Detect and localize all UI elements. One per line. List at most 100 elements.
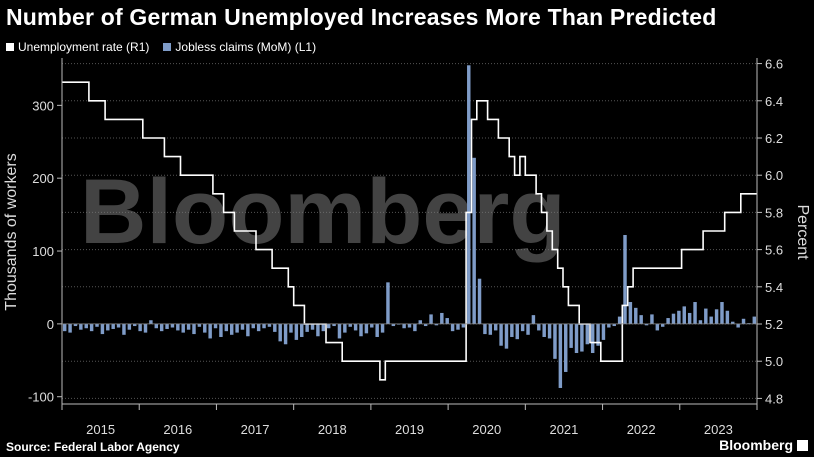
legend-label-jobless-claims: Jobless claims (MoM) (L1)	[175, 40, 317, 54]
bar	[650, 314, 654, 324]
bar	[709, 316, 713, 324]
bar	[165, 323, 169, 329]
bar	[515, 323, 519, 340]
bar	[553, 323, 557, 359]
bar	[445, 318, 449, 324]
bar	[483, 323, 487, 335]
bar	[714, 309, 719, 324]
bar	[467, 65, 471, 324]
bar	[294, 323, 299, 340]
bar	[612, 323, 616, 327]
left-tick-label: 100	[32, 244, 54, 259]
bar	[348, 323, 352, 327]
right-tick-label: 6.2	[765, 131, 783, 146]
bar	[558, 323, 563, 388]
bar	[100, 323, 105, 335]
bar	[617, 316, 622, 324]
bar	[251, 323, 255, 329]
bar	[289, 323, 293, 333]
right-axis-title: Percent	[794, 204, 811, 260]
x-axis-ticks: 2015 2016 2017 2018 2019 2020 2021 2022 2023	[61, 404, 758, 437]
left-axis-title: Thousands of workers	[3, 153, 20, 310]
bar	[310, 323, 315, 330]
bar	[634, 307, 638, 324]
bar	[133, 323, 137, 327]
bar-series-jobless-claims	[62, 65, 757, 388]
left-tick-label: 0	[47, 317, 54, 332]
bar	[413, 323, 417, 332]
right-tick-label: 6.6	[765, 57, 783, 72]
chart-title: Number of German Unemployed Increases Mo…	[6, 4, 717, 30]
bar	[300, 323, 304, 337]
bar	[660, 323, 665, 327]
bar	[423, 323, 428, 327]
bar	[73, 323, 78, 327]
bar	[240, 323, 245, 330]
bar	[520, 323, 525, 332]
left-tick-label: 300	[32, 98, 54, 113]
bar	[741, 318, 746, 324]
bar	[499, 323, 503, 346]
bar	[693, 302, 697, 324]
bar	[106, 323, 110, 331]
bar	[596, 323, 600, 346]
bar	[725, 310, 730, 324]
right-tick-label: 5.6	[765, 243, 783, 258]
x-tick-label: 2017	[241, 422, 270, 437]
x-tick-label: 2016	[163, 422, 192, 437]
bar	[655, 323, 660, 331]
right-tick-label: 5.8	[765, 205, 783, 220]
bar	[359, 323, 363, 337]
bar	[569, 323, 573, 348]
bar	[84, 323, 88, 329]
bar	[176, 323, 180, 331]
bar	[472, 157, 476, 324]
bar	[122, 323, 126, 335]
watermark: Bloomberg	[80, 161, 566, 263]
bar	[68, 323, 72, 333]
brand-text: Bloomberg	[719, 437, 793, 453]
bar	[224, 323, 229, 332]
bar	[537, 323, 541, 331]
axes	[61, 58, 758, 405]
bar	[89, 323, 94, 332]
bar	[256, 323, 261, 332]
bar	[720, 302, 724, 324]
bar	[440, 312, 444, 324]
bar	[170, 323, 175, 328]
bar	[450, 323, 455, 332]
bar	[687, 312, 692, 324]
bar	[698, 320, 703, 324]
bar	[531, 315, 536, 324]
bar	[192, 323, 196, 335]
bar	[375, 323, 379, 337]
bar	[671, 313, 676, 324]
bar	[585, 323, 590, 345]
bar	[267, 323, 272, 327]
right-tick-label: 4.8	[765, 391, 783, 406]
bar	[208, 323, 212, 339]
bar	[510, 323, 514, 337]
bar	[321, 323, 326, 332]
bar	[246, 323, 250, 337]
bar	[731, 321, 735, 324]
legend-label-unemployment-rate: Unemployment rate (R1)	[18, 40, 150, 54]
right-tick-label: 5.4	[765, 280, 783, 295]
bar	[213, 323, 218, 329]
bar	[219, 323, 223, 337]
bar	[590, 323, 595, 354]
bar	[429, 314, 433, 324]
bar	[262, 323, 266, 329]
legend-swatch-jobless-claims	[163, 43, 172, 51]
bar	[477, 278, 482, 324]
bar	[316, 323, 320, 337]
left-tick-label: 200	[32, 171, 54, 186]
bar	[456, 323, 460, 330]
right-tick-label: 6.4	[765, 94, 783, 109]
bar	[278, 323, 282, 342]
left-axis-ticks: -100 0 100 200 300	[28, 98, 62, 405]
x-tick-label: 2023	[704, 422, 733, 437]
bar	[434, 323, 439, 326]
brand-logo: Bloomberg	[719, 437, 808, 453]
bar	[391, 323, 396, 327]
